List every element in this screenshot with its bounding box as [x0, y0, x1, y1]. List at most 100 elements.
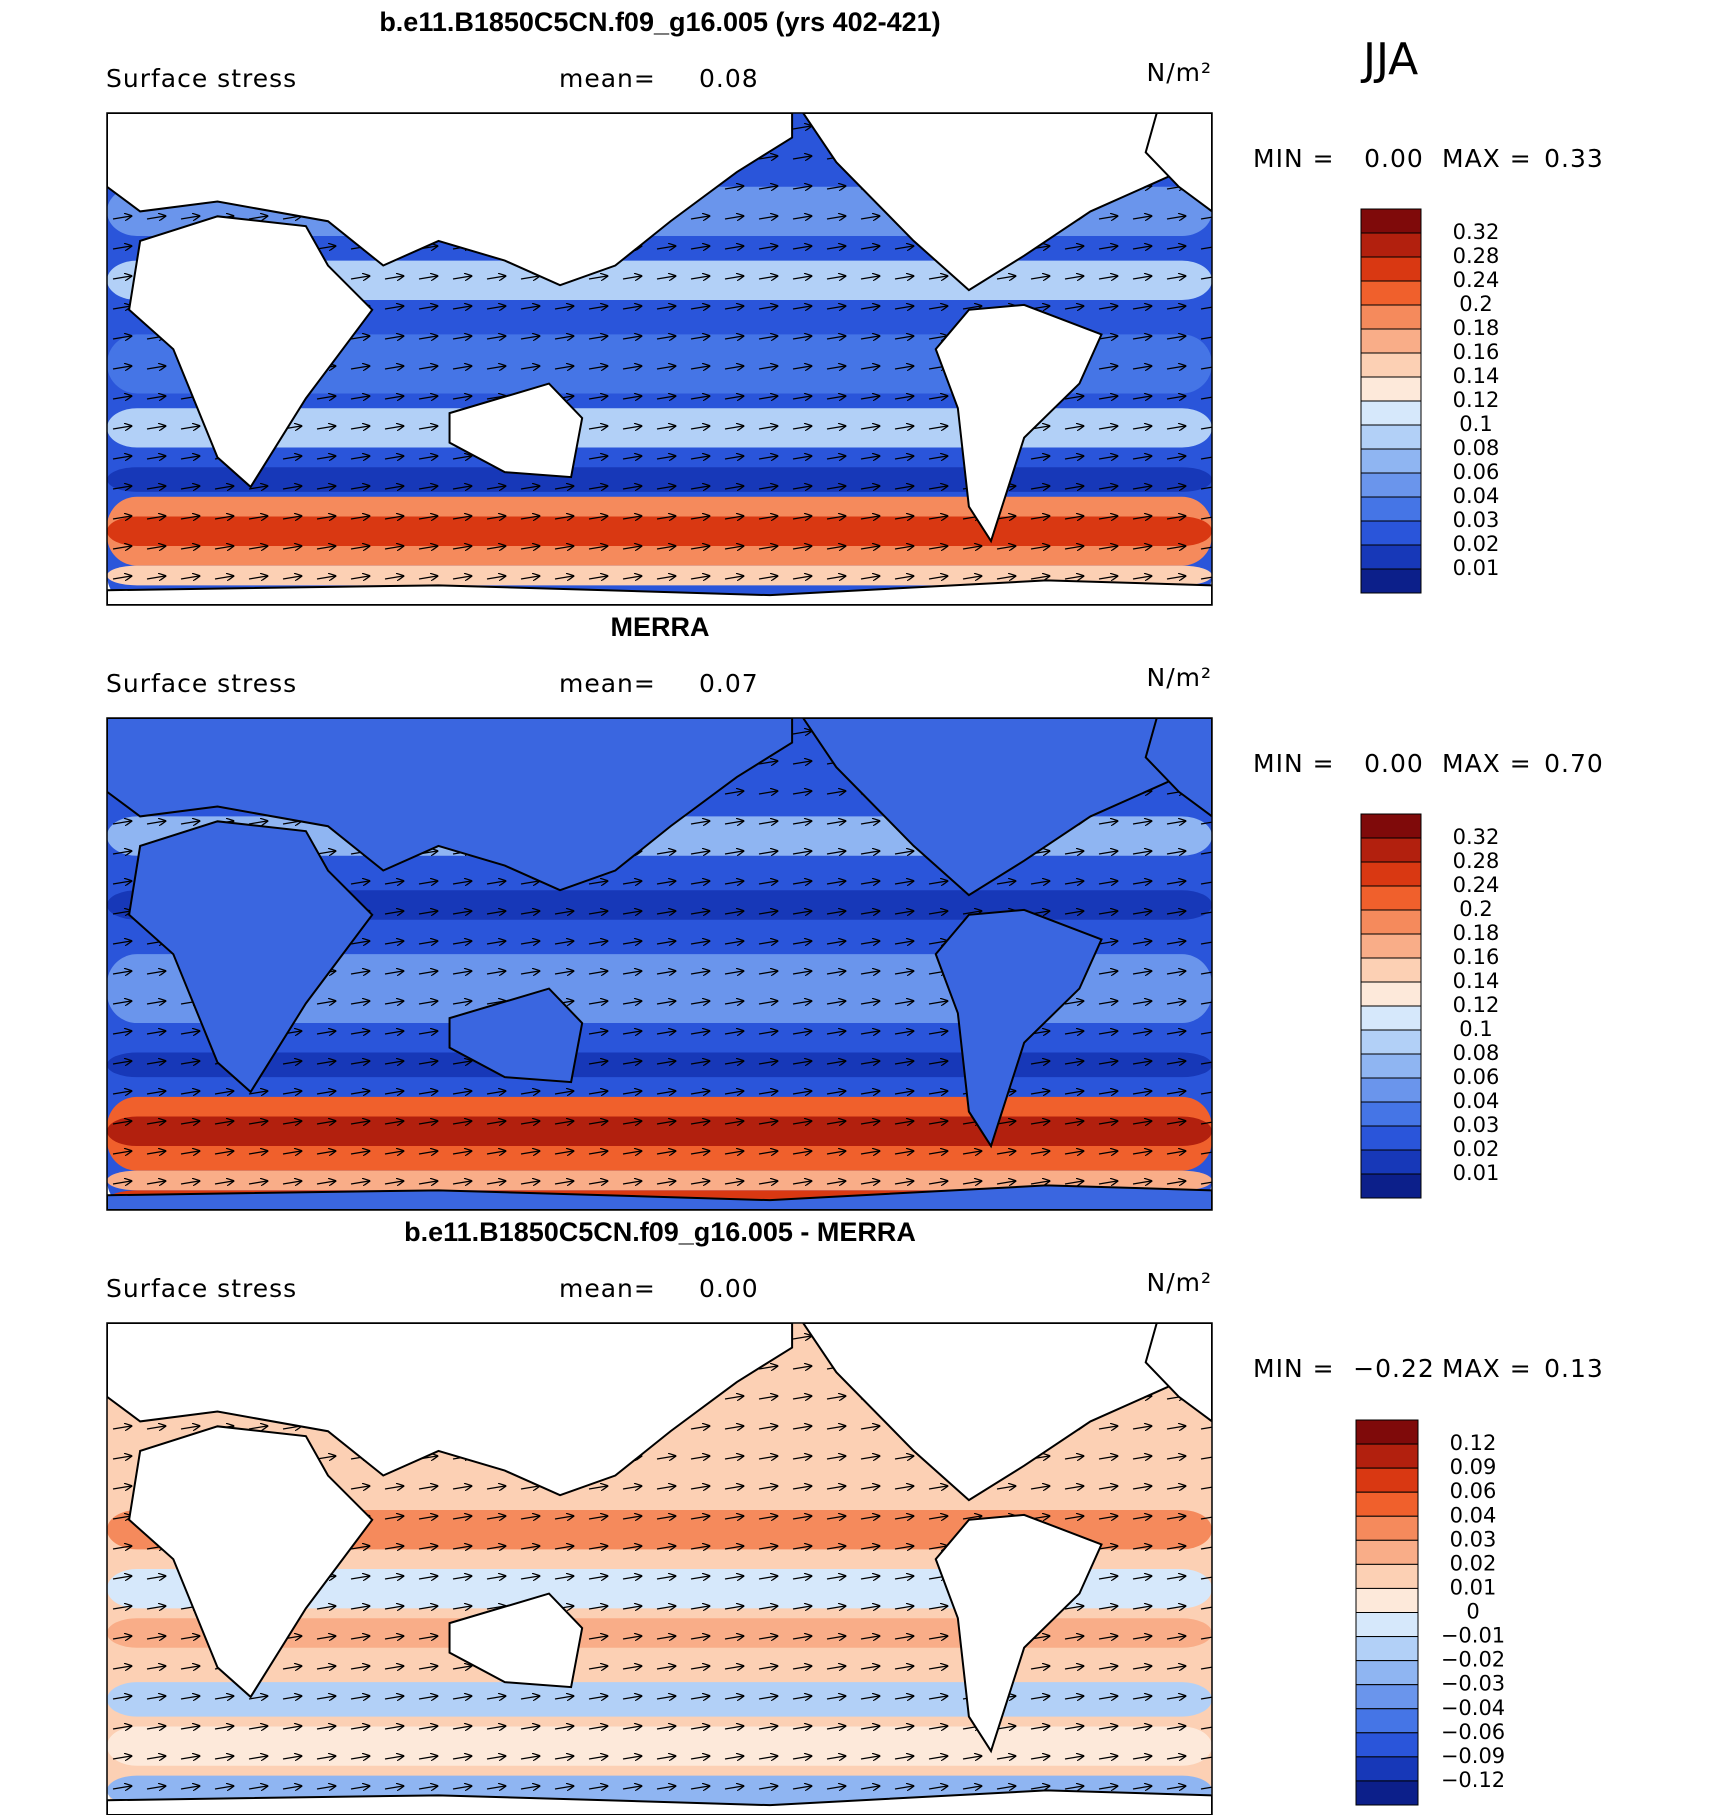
land [448, 1592, 584, 1689]
mean-label: mean= [559, 669, 656, 698]
mean-label: mean= [559, 64, 656, 93]
colorbar-swatch [1355, 1491, 1419, 1517]
colorbar-swatch [1360, 1077, 1422, 1103]
variable-label: Surface stress [106, 64, 297, 93]
land [107, 718, 794, 892]
colorbar-label: −0.09 [1441, 1744, 1505, 1768]
colorbar-swatch [1355, 1684, 1419, 1710]
colorbar-label: 0.08 [1453, 436, 1500, 460]
land [128, 1425, 374, 1699]
panel: b.e11.B1850C5CN.f09_g16.005 (yrs 402-421… [106, 7, 1604, 606]
colorbar-label: 0.04 [1453, 484, 1500, 508]
map-field [107, 718, 1212, 1210]
colorbar-label: 0.02 [1453, 532, 1500, 556]
units: N/m² [1147, 1268, 1213, 1297]
colorbar-label: 0.12 [1450, 1431, 1497, 1455]
colorbar-label: 0.12 [1453, 388, 1500, 412]
units: N/m² [1147, 58, 1213, 87]
land [107, 1184, 1212, 1210]
colorbar-swatch [1360, 1005, 1422, 1031]
colorbar-swatch [1355, 1756, 1419, 1782]
map-field [107, 113, 1212, 605]
colorbar-label: 0.03 [1450, 1527, 1497, 1551]
colorbar-swatch [1355, 1563, 1419, 1589]
colorbar-swatch [1360, 981, 1422, 1007]
colorbar-label: 0.02 [1450, 1551, 1497, 1575]
colorbar-label: −0.04 [1441, 1696, 1505, 1720]
colorbar-swatch [1360, 813, 1422, 839]
colorbar-swatch [1360, 280, 1422, 306]
colorbar-label: 0.01 [1450, 1575, 1497, 1599]
colorbar-label: 0.24 [1453, 268, 1500, 292]
colorbar-swatch [1360, 232, 1422, 258]
colorbar-swatch [1360, 837, 1422, 863]
panel-title: MERRA [611, 612, 710, 642]
colorbar-swatch [1360, 885, 1422, 911]
colorbar-swatch [1355, 1539, 1419, 1565]
land [1144, 113, 1212, 213]
colorbar-swatch [1360, 304, 1422, 330]
land [107, 579, 1212, 605]
max-value: 0.33 [1544, 144, 1604, 173]
colorbar-swatch [1360, 1053, 1422, 1079]
colorbar-label: −0.03 [1441, 1672, 1505, 1696]
max-label: MAX = [1442, 749, 1532, 778]
colorbar-label: 0.16 [1453, 945, 1500, 969]
mean-value: 0.00 [699, 1274, 759, 1303]
land [934, 908, 1103, 1149]
colorbar-label: 0.2 [1459, 897, 1492, 921]
colorbar-label: −0.12 [1441, 1768, 1505, 1792]
colorbar-label: −0.01 [1441, 1624, 1505, 1648]
colorbar-swatch [1360, 424, 1422, 450]
min-value: 0.00 [1364, 749, 1424, 778]
season-label: JJA [1360, 34, 1418, 85]
min-value: 0.00 [1364, 144, 1424, 173]
panel-title: b.e11.B1850C5CN.f09_g16.005 (yrs 402-421… [379, 7, 940, 37]
colorbar-label: 0.01 [1453, 556, 1500, 580]
panel: MERRA Surface stress mean= 0.07 N/m² MIN = 0.0… [106, 612, 1603, 1211]
colorbar-label: 0.32 [1453, 220, 1500, 244]
colorbar-label: −0.06 [1441, 1720, 1505, 1744]
colorbar-swatch [1360, 568, 1422, 594]
colorbar-label: 0.09 [1450, 1455, 1497, 1479]
map-frame [106, 717, 1213, 1211]
colorbar-swatch [1355, 1467, 1419, 1493]
colorbar-label: 0.18 [1453, 921, 1500, 945]
colorbar-label: 0.06 [1450, 1479, 1497, 1503]
land [107, 113, 794, 287]
colorbar-swatch [1360, 352, 1422, 378]
colorbar-swatch [1360, 256, 1422, 282]
colorbar-label: 0.04 [1453, 1089, 1500, 1113]
land [128, 215, 374, 489]
min-label: MIN = [1253, 1354, 1335, 1383]
land [107, 1323, 794, 1497]
land [448, 382, 584, 479]
mean-value: 0.07 [699, 669, 759, 698]
colorbar-swatch [1360, 328, 1422, 354]
colorbar-label: 0.02 [1453, 1137, 1500, 1161]
colorbar-label: 0.16 [1453, 340, 1500, 364]
land [934, 1513, 1103, 1754]
colorbar-label: 0.1 [1459, 412, 1492, 436]
mean-value: 0.08 [699, 64, 759, 93]
min-label: MIN = [1253, 749, 1335, 778]
colorbar-swatch [1360, 520, 1422, 546]
colorbar-label: 0.24 [1453, 873, 1500, 897]
colorbar-swatch [1355, 1732, 1419, 1758]
colorbar-label: 0.14 [1453, 969, 1500, 993]
colorbar-label: 0.06 [1453, 1065, 1500, 1089]
land [1144, 1323, 1212, 1423]
colorbar-swatch [1360, 1149, 1422, 1175]
colorbar-label: 0.03 [1453, 508, 1500, 532]
colorbar-label: 0.03 [1453, 1113, 1500, 1137]
colorbar-label: 0.06 [1453, 460, 1500, 484]
colorbar-swatch [1355, 1636, 1419, 1662]
colorbar-swatch [1360, 1029, 1422, 1055]
land [1144, 718, 1212, 818]
map [106, 717, 1213, 1211]
max-value: 0.13 [1544, 1354, 1604, 1383]
map-frame [106, 112, 1213, 606]
map [106, 1322, 1213, 1815]
colorbar-swatch [1360, 1125, 1422, 1151]
